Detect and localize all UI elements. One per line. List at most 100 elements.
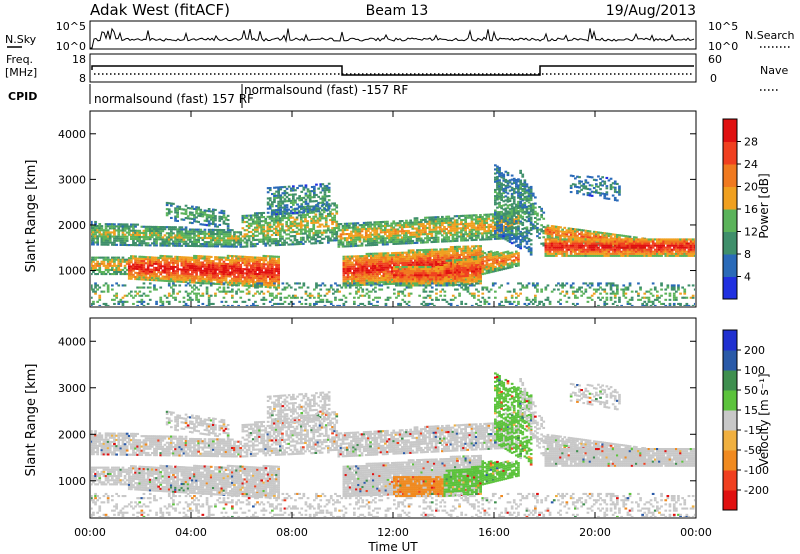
power-cell <box>201 257 205 260</box>
power-cell <box>195 238 198 241</box>
power-cell <box>273 261 276 264</box>
power-cell <box>271 261 274 264</box>
power-cell <box>483 217 486 220</box>
power-cell <box>462 223 465 226</box>
power-cell <box>186 270 190 273</box>
power-cell <box>462 227 465 230</box>
power-cell <box>454 259 457 262</box>
power-cell <box>239 278 243 281</box>
power-cell <box>165 238 169 241</box>
power-cell <box>390 268 394 271</box>
power-cell <box>342 259 346 262</box>
nsearch-tick-bottom: 10^0 <box>708 40 738 53</box>
power-cell <box>456 269 459 272</box>
power-cell <box>170 242 173 245</box>
power-cell <box>323 187 327 190</box>
power-cell <box>266 228 270 231</box>
power-cell <box>235 259 238 262</box>
power-cell <box>386 237 389 240</box>
power-cell <box>294 199 297 202</box>
power-cell <box>399 272 402 275</box>
power-cell <box>367 275 371 278</box>
power-cell <box>125 258 129 261</box>
power-cell <box>345 228 349 231</box>
power-cell <box>249 214 253 217</box>
power-cell <box>333 229 336 232</box>
power-cell <box>428 254 432 257</box>
power-cell <box>372 254 375 257</box>
power-cell <box>367 254 371 257</box>
power-cell <box>148 232 152 235</box>
power-cell <box>439 274 442 277</box>
power-cell <box>398 238 402 241</box>
power-cell <box>441 264 445 267</box>
power-cell <box>515 230 518 233</box>
power-cell <box>472 234 476 237</box>
power-cell <box>203 230 207 233</box>
power-cell <box>98 225 102 228</box>
power-cell <box>374 269 377 272</box>
power-cell <box>115 258 118 261</box>
power-cell <box>458 261 461 264</box>
power-cell <box>502 268 506 271</box>
power-cell <box>487 215 491 218</box>
power-cell <box>457 231 461 234</box>
power-cell <box>220 279 224 282</box>
power-cell <box>470 280 474 283</box>
power-cell <box>512 259 516 262</box>
power-cell <box>438 232 442 235</box>
power-cell <box>167 280 171 283</box>
power-cell <box>197 238 200 241</box>
power-cell <box>155 260 158 263</box>
power-cell <box>96 256 99 259</box>
power-cell <box>460 277 463 280</box>
power-cell <box>443 256 447 259</box>
power-cell <box>420 284 424 287</box>
power-cell <box>337 229 341 232</box>
power-cell <box>272 217 276 220</box>
power-cell <box>247 278 251 281</box>
power-cell <box>458 267 461 270</box>
power-cell <box>214 266 217 269</box>
power-cell <box>167 261 171 264</box>
power-cell <box>506 264 510 267</box>
power-cell <box>304 186 308 189</box>
power-cell <box>422 225 425 228</box>
power-cell <box>226 254 230 257</box>
power-cell <box>515 262 518 265</box>
power-cell <box>405 257 409 260</box>
power-cell <box>249 272 253 275</box>
power-cell <box>335 231 339 234</box>
power-cell <box>142 260 146 263</box>
power-cell <box>321 197 325 200</box>
power-cell <box>125 235 129 238</box>
power-cell <box>165 261 169 264</box>
power-cell <box>424 272 428 275</box>
power-cell <box>275 209 278 212</box>
power-cell <box>388 237 391 240</box>
power-cell <box>176 272 179 275</box>
power-cell <box>436 236 440 239</box>
power-cell <box>428 230 432 233</box>
power-cell <box>353 273 356 276</box>
power-cell <box>451 254 455 257</box>
power-cell <box>447 256 451 259</box>
power-cell <box>359 271 362 274</box>
power-cell <box>491 268 495 271</box>
power-cell <box>237 261 240 264</box>
power-cell <box>473 253 476 256</box>
power-cell <box>369 275 373 278</box>
power-cell <box>386 278 390 281</box>
power-cell <box>369 279 373 282</box>
power-cell <box>403 284 407 287</box>
power-cell <box>243 259 247 262</box>
power-cell <box>437 272 440 275</box>
power-cell <box>167 228 171 231</box>
power-cell <box>455 227 459 230</box>
power-cell <box>153 234 156 237</box>
power-cell <box>214 223 217 226</box>
power-cell <box>191 258 194 261</box>
power-cell <box>132 244 135 247</box>
power-cell <box>167 234 171 237</box>
power-cell <box>411 274 415 277</box>
